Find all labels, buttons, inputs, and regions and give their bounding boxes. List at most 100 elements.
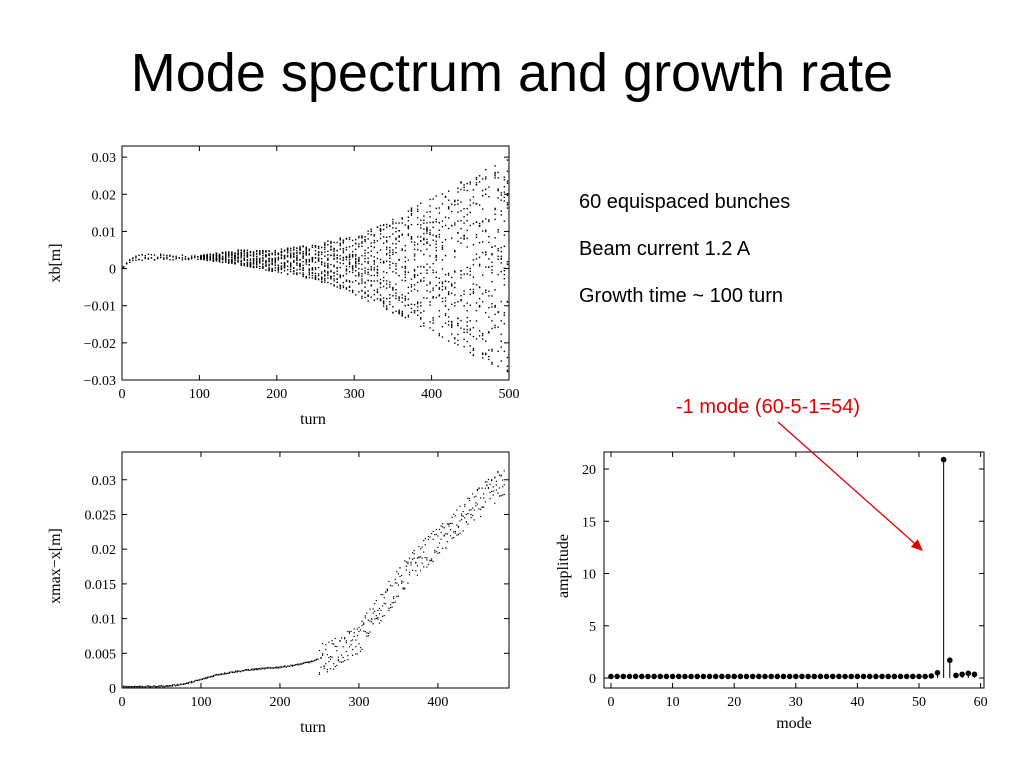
chart1-point <box>457 203 459 205</box>
chart1-point <box>457 323 459 325</box>
chart1-point <box>451 284 453 286</box>
chart1-point <box>382 297 385 299</box>
chart2-point <box>173 684 175 686</box>
chart2-point <box>209 676 212 678</box>
chart2-point <box>421 557 423 559</box>
chart2-point <box>400 574 403 577</box>
chart1-point <box>252 253 255 255</box>
chart1-point <box>435 240 437 243</box>
chart2-point <box>435 533 437 536</box>
chart1-point <box>441 285 444 288</box>
chart2-point <box>475 502 477 504</box>
chart1-point <box>308 253 311 255</box>
chart1-point <box>355 253 357 256</box>
chart2-point <box>423 551 425 553</box>
chart3-point <box>651 673 657 680</box>
chart1-point <box>166 254 168 257</box>
chart2-point <box>454 532 456 534</box>
chart1-point <box>491 350 493 352</box>
chart2-point <box>208 676 210 678</box>
chart1-point <box>475 320 478 322</box>
chart2-point <box>277 666 279 669</box>
chart1-point <box>469 329 471 331</box>
chart2-point <box>130 686 133 688</box>
chart3-point <box>885 673 891 680</box>
chart1-point <box>296 273 298 276</box>
chart1-point <box>494 313 496 316</box>
chart2-point <box>449 535 452 537</box>
chart3-point <box>774 673 781 680</box>
chart1-point <box>426 290 428 292</box>
chart1-point <box>478 204 481 206</box>
chart2-point <box>340 661 343 663</box>
chart2-point <box>344 637 346 639</box>
chart1-point <box>447 217 450 219</box>
chart1-point <box>172 255 174 258</box>
chart2-point <box>479 508 482 510</box>
chart1-point <box>389 261 391 263</box>
chart2-point <box>122 685 125 687</box>
chart1-point <box>382 223 385 226</box>
chart2-point <box>175 685 177 687</box>
chart1-point <box>432 319 434 321</box>
chart2-point <box>154 686 156 688</box>
chart1-point <box>481 189 484 192</box>
chart1-point <box>435 234 437 237</box>
chart2-point <box>424 544 426 546</box>
chart1-point <box>373 267 376 269</box>
chart2-xtick-label: 0 <box>119 695 126 710</box>
chart2-point <box>462 515 464 517</box>
chart1-point <box>438 207 441 209</box>
chart2-point <box>279 667 281 669</box>
chart1-point <box>472 349 475 352</box>
chart1-point <box>395 247 397 249</box>
chart1-point <box>302 245 304 247</box>
chart3-point <box>682 673 688 680</box>
chart1-point <box>231 251 233 253</box>
chart1-point <box>299 259 301 261</box>
chart2-point <box>396 582 398 584</box>
chart2-point <box>361 648 363 650</box>
chart1-point <box>503 350 506 353</box>
chart1-point <box>320 263 323 266</box>
chart1-point <box>426 241 428 243</box>
chart2-ytick-label: 0.005 <box>85 647 117 662</box>
chart2-point <box>478 508 480 510</box>
chart1-point <box>429 282 431 285</box>
chart2-point <box>276 667 278 669</box>
chart3-point <box>706 673 713 680</box>
chart1-point <box>308 254 311 256</box>
chart1-point <box>339 274 341 276</box>
chart1-point <box>407 298 410 300</box>
chart1-point <box>438 288 441 290</box>
chart1-point <box>135 259 137 261</box>
chart1-point <box>225 258 227 260</box>
chart2-point <box>323 665 325 668</box>
chart1-point <box>209 256 211 258</box>
chart2-point <box>465 513 467 516</box>
chart1-point <box>416 249 419 251</box>
chart1-point <box>395 243 397 245</box>
chart2-point <box>122 686 125 688</box>
chart2-point <box>483 493 485 495</box>
chart1-point <box>299 248 301 250</box>
chart1-point <box>435 207 437 210</box>
chart1-point <box>361 273 363 275</box>
chart2-point <box>468 509 471 511</box>
chart1-point <box>246 253 249 255</box>
chart2-point <box>347 659 349 661</box>
chart1-point <box>308 270 311 272</box>
chart1-point <box>494 305 496 307</box>
chart1-point <box>457 191 459 193</box>
chart2-point <box>195 679 197 681</box>
chart2-point <box>462 510 464 513</box>
chart1-point <box>277 264 280 267</box>
chart2-point <box>438 542 441 544</box>
chart1-point <box>283 267 286 269</box>
chart2-point <box>358 626 360 629</box>
chart1-point <box>460 201 462 203</box>
chart1-point <box>389 286 391 288</box>
chart1-point <box>339 242 341 244</box>
chart1-point <box>311 258 314 260</box>
chart1-point <box>274 252 276 254</box>
